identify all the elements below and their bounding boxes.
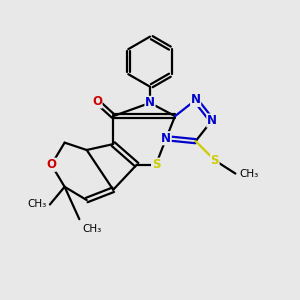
Text: CH₃: CH₃ — [239, 169, 258, 178]
Text: N: N — [145, 96, 155, 110]
Text: CH₃: CH₃ — [82, 224, 101, 234]
Text: N: N — [207, 114, 217, 127]
Text: S: S — [211, 154, 219, 167]
Text: S: S — [152, 158, 160, 171]
Text: O: O — [92, 95, 102, 108]
Text: O: O — [46, 158, 56, 171]
Text: N: N — [190, 93, 201, 106]
Text: N: N — [161, 132, 171, 145]
Text: CH₃: CH₃ — [28, 200, 47, 209]
